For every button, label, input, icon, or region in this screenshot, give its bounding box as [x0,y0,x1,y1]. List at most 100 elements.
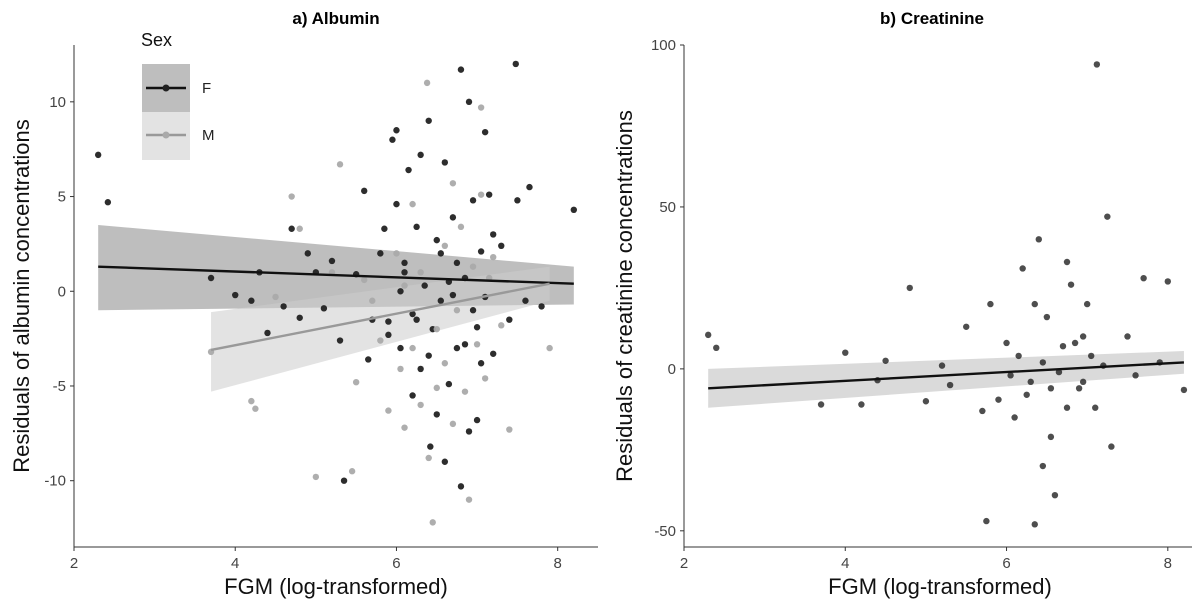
albumin-point-f [328,257,336,265]
creatinine-x-tick-label: 2 [680,555,688,572]
creatinine-point-series [1083,300,1091,308]
albumin-point-f [441,458,449,465]
creatinine-ci-band-series [708,351,1184,408]
albumin-point-m [469,263,477,270]
albumin-point-f [320,305,328,312]
albumin-point-f [441,159,449,166]
creatinine-point-series [1092,404,1099,411]
albumin-point-f [427,443,434,450]
creatinine-point-series [1039,462,1047,470]
creatinine-point-series [983,517,990,525]
creatinine-point-series [1011,414,1018,421]
creatinine-points [704,61,1188,528]
creatinine-point-series [704,331,712,339]
albumin-point-m [465,496,473,503]
legend-entry-f: F [142,64,211,112]
albumin-point-f [417,365,424,373]
creatinine-point-series [1132,372,1139,379]
creatinine-point-series [946,381,954,389]
creatinine-point-series [987,300,994,308]
albumin-point-m [546,344,553,352]
albumin-point-f [490,231,497,238]
albumin-point-f [514,197,521,204]
albumin-point-f [413,316,420,323]
albumin-fit-lines [98,265,574,352]
albumin-point-f [449,214,457,221]
albumin-point-f [296,314,303,321]
albumin-point-f [526,183,533,191]
creatinine-point-series [1047,433,1055,441]
albumin-point-f [457,483,465,490]
albumin-x-tick-label: 8 [554,555,562,572]
albumin-point-m [449,180,457,187]
albumin-point-f [377,250,384,257]
albumin-point-m [433,384,440,392]
creatinine-point-series [1079,378,1087,386]
albumin-point-f [453,344,461,352]
albumin-point-f [393,200,400,208]
albumin-point-f [490,350,497,357]
albumin-point-f [465,98,473,106]
albumin-point-f [421,282,428,289]
albumin-ci-band-m [211,266,550,392]
creatinine-point-series [1015,352,1022,360]
legend-title: Sex [141,30,172,50]
creatinine-point-series [1075,385,1083,392]
creatinine-ci-bands [708,351,1184,408]
albumin-point-f [477,248,485,255]
albumin-point-m [312,473,320,481]
legend-entry-m: M [142,112,215,160]
creatinine-point-series [1031,521,1038,528]
albumin-point-m [441,242,449,249]
albumin-point-m [336,161,344,168]
creatinine-panel-title: b) Creatinine [880,9,984,28]
creatinine-fit-lines [708,361,1185,390]
creatinine-y-tick-label: 50 [659,199,676,216]
legend-label-m: M [202,127,215,144]
albumin-x-ticks: 2 4 6 8 [70,547,562,572]
albumin-panel: a) Albumin -10 -5 0 5 10 2 4 6 8 FGM (log-trans… [9,9,598,599]
albumin-point-f [365,356,372,363]
albumin-point-m [481,375,489,382]
albumin-point-m [352,378,360,386]
albumin-point-f [385,318,392,325]
creatinine-x-axis-title: FGM (log-transformed) [828,574,1052,599]
creatinine-point-series [1104,213,1111,220]
creatinine-y-tick-label: -50 [654,523,676,540]
albumin-y-tick-label: -10 [44,473,66,490]
creatinine-point-series [1164,278,1172,285]
albumin-point-f [417,151,424,159]
albumin-point-f [445,380,453,388]
albumin-point-m [401,424,408,431]
albumin-point-m [296,225,303,232]
creatinine-point-series [882,357,889,364]
albumin-x-tick-label: 6 [392,555,400,572]
albumin-point-f [361,187,368,195]
albumin-point-f [522,297,529,304]
creatinine-point-series [1055,368,1063,376]
creatinine-point-series [995,396,1002,403]
albumin-point-f [401,269,408,276]
creatinine-x-tick-label: 6 [1002,555,1010,572]
creatinine-point-series [906,284,913,292]
creatinine-point-series [1035,236,1042,243]
albumin-point-m [429,519,436,526]
albumin-point-f [425,117,432,124]
albumin-point-f [512,60,519,68]
albumin-point-m [401,282,408,289]
albumin-point-f [397,344,404,352]
albumin-point-f [437,250,444,257]
creatinine-point-series [1071,339,1079,347]
albumin-point-f [481,128,489,136]
albumin-point-f [393,127,400,134]
albumin-point-f [264,329,271,337]
creatinine-point-series [842,349,849,356]
creatinine-point-series [1063,258,1071,266]
albumin-point-f [94,151,102,159]
albumin-point-m [385,407,392,414]
creatinine-fit-line-series [708,361,1185,390]
albumin-point-m [441,360,449,367]
albumin-point-f [413,223,420,231]
albumin-point-m [252,405,259,412]
